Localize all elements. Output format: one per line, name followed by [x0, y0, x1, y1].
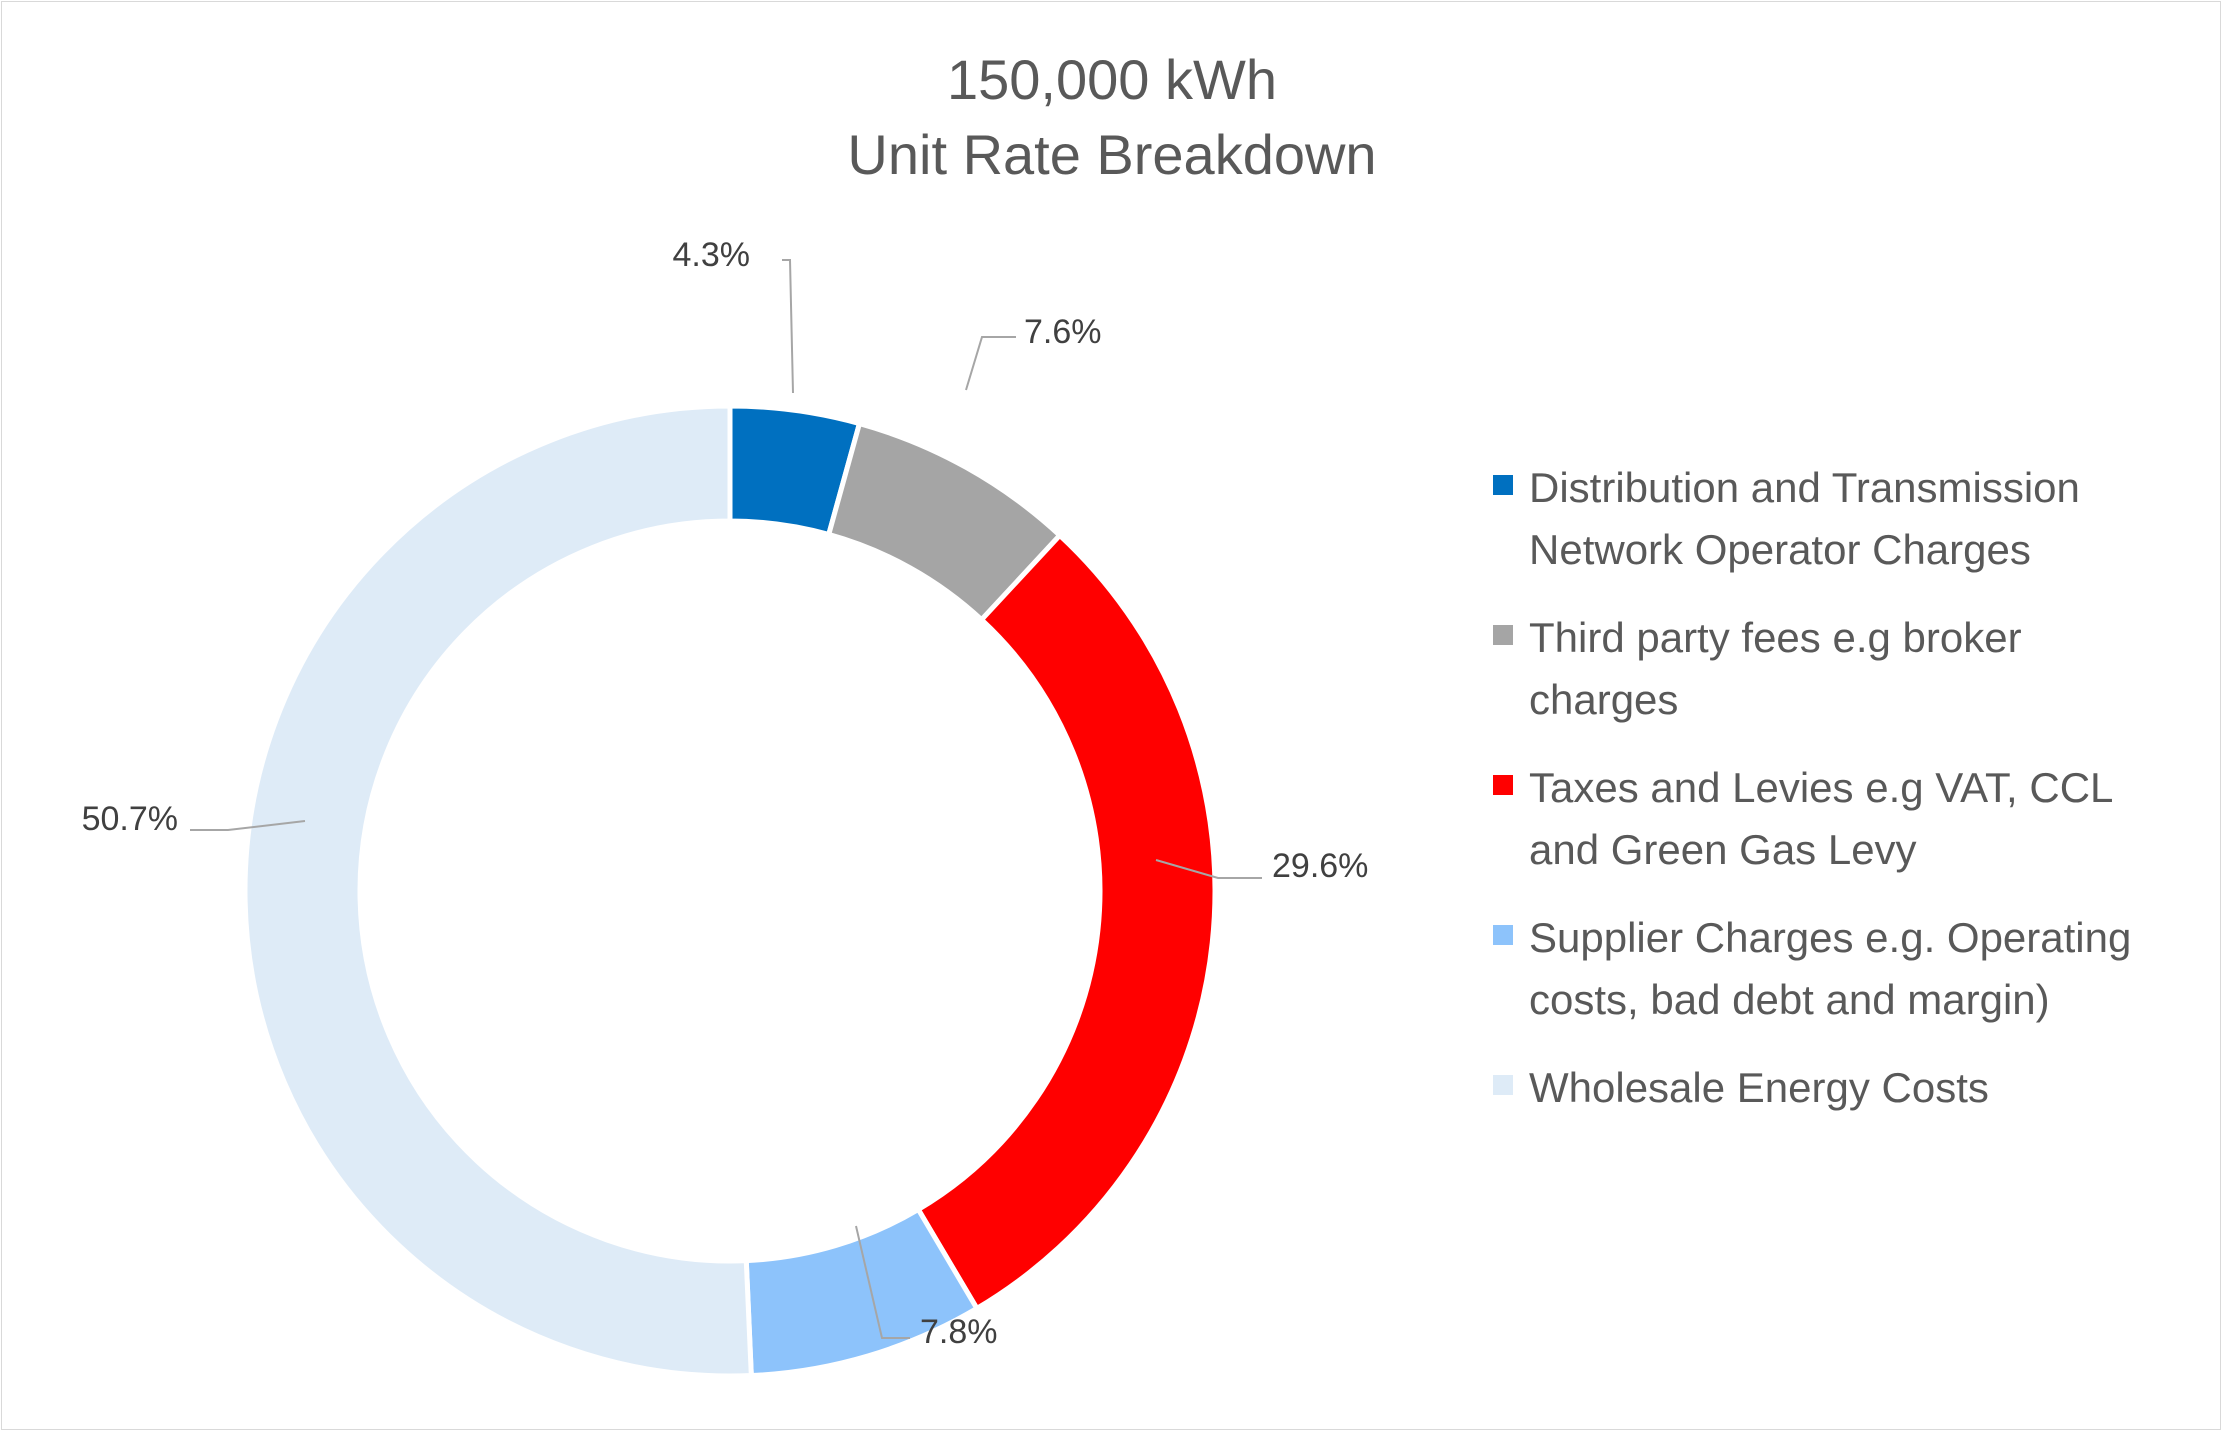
- legend-swatch: [1493, 925, 1513, 945]
- data-labels: 4.3% 7.6% 29.6% 7.8% 50.7%: [82, 236, 1369, 1351]
- legend-label: Wholesale Energy Costs: [1529, 1064, 1989, 1111]
- leader-line-2: [965, 336, 1016, 391]
- data-label-1: 4.3%: [673, 236, 751, 274]
- leader-line-3: [1155, 859, 1262, 879]
- chart-subtitle: Unit Rate Breakdown: [847, 123, 1377, 186]
- data-label-5: 50.7%: [82, 800, 178, 838]
- legend-item-2: Third party fees e.g broker charges: [1493, 607, 2213, 731]
- legend-label: and Green Gas Levy: [1529, 826, 1917, 873]
- leader-line-1: [782, 259, 794, 394]
- slice-3: [915, 532, 1218, 1311]
- legend-label: Taxes and Levies e.g VAT, CCL: [1529, 764, 2114, 811]
- data-label-4: 7.8%: [920, 1313, 998, 1351]
- legend-label: charges: [1529, 676, 1679, 723]
- legend-item-1: Distribution and Transmission Network Ope…: [1493, 457, 2213, 581]
- leader-line-4: [855, 1225, 910, 1339]
- legend-label: Third party fees e.g broker: [1529, 614, 2022, 661]
- legend-label: costs, bad debt and margin): [1529, 976, 2050, 1023]
- legend-swatch: [1493, 625, 1513, 645]
- leader-lines: [190, 259, 1262, 1339]
- chart-title: 150,000 kWh: [947, 48, 1277, 111]
- chart-legend: Distribution and Transmission Network Ope…: [1493, 457, 2213, 1145]
- data-label-3: 29.6%: [1272, 847, 1368, 885]
- legend-item-3: Taxes and Levies e.g VAT, CCL and Green G…: [1493, 757, 2213, 881]
- legend-label: Distribution and Transmission: [1529, 464, 2080, 511]
- leader-line-5: [190, 820, 306, 831]
- legend-swatch: [1493, 1075, 1513, 1095]
- doughnut-slices: [242, 403, 1218, 1379]
- slice-5: [242, 403, 754, 1379]
- legend-swatch: [1493, 475, 1513, 495]
- data-label-2: 7.6%: [1024, 313, 1102, 351]
- legend-label: Network Operator Charges: [1529, 526, 2031, 573]
- legend-item-4: Supplier Charges e.g. Operating costs, ba…: [1493, 907, 2213, 1031]
- legend-item-5: Wholesale Energy Costs: [1493, 1057, 2213, 1119]
- legend-label: Supplier Charges e.g. Operating: [1529, 914, 2132, 961]
- legend-swatch: [1493, 775, 1513, 795]
